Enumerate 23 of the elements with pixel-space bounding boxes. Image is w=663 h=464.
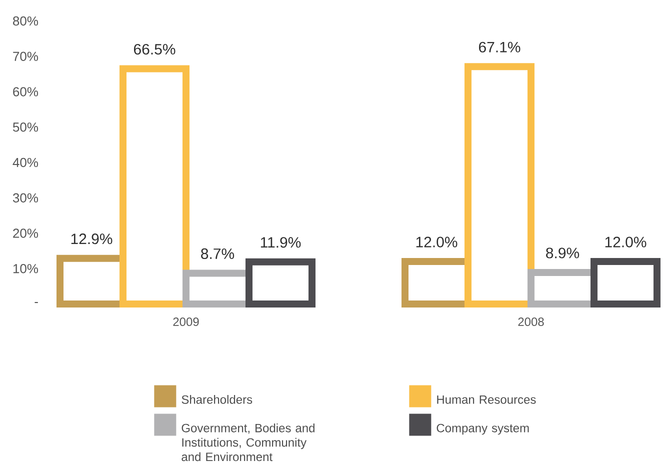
y-tick-label: - xyxy=(34,302,38,304)
legend-label: Government, Bodies and Institutions, Community and Environment xyxy=(182,423,314,462)
data-label: 8.9% xyxy=(546,248,580,258)
data-label: 12.9% xyxy=(71,234,112,244)
legend-label: Shareholders xyxy=(182,394,252,404)
y-tick-label: 30% xyxy=(12,193,38,202)
data-label: 8.7% xyxy=(201,248,234,260)
y-tick-label: 80% xyxy=(13,16,38,26)
y-tick-label: 60% xyxy=(13,87,38,96)
data-label: 66.5% xyxy=(134,44,176,55)
y-tick-label: 50% xyxy=(12,122,38,132)
data-label: 11.9% xyxy=(260,237,301,248)
x-tick-label: 2008 xyxy=(518,318,544,326)
y-tick-label: 20% xyxy=(13,228,38,238)
data-label: 67.1% xyxy=(479,42,520,52)
x-tick-label: 2009 xyxy=(173,318,199,326)
data-label: 12.0% xyxy=(416,236,458,248)
legend-label: Company system xyxy=(436,424,529,435)
y-tick-label: 10% xyxy=(13,264,38,274)
legend-label: Human Resources xyxy=(437,395,536,404)
y-tick-label: 70% xyxy=(13,52,38,61)
data-label: 12.0% xyxy=(605,236,646,248)
y-tick-label: 40% xyxy=(12,158,38,168)
